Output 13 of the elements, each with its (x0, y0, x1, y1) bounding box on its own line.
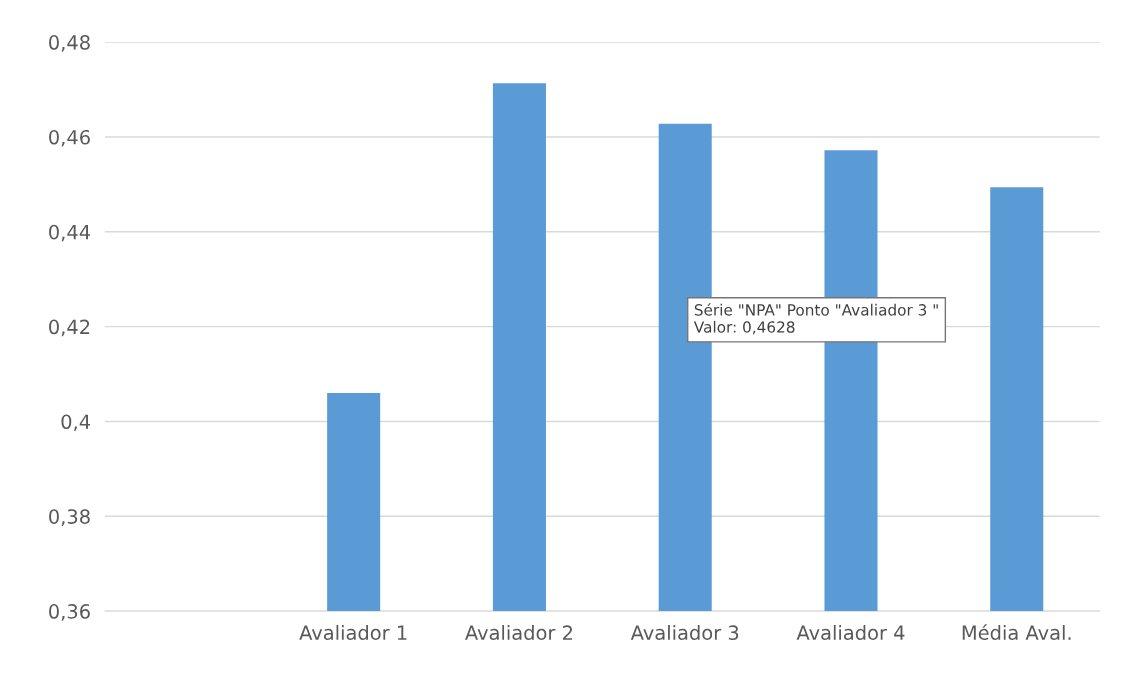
annotation: Série "NPA" Ponto "Avaliador 3 " Valor: 0,4628 (693, 303, 938, 335)
y-tick-label: 0,44 (49, 224, 91, 242)
y-tick-label: 0,36 (49, 604, 90, 621)
y-tick-label: 0,4 (61, 414, 91, 432)
x-tick-label: Avaliador 3 (630, 624, 739, 641)
x-tick-label: Média Aval. (962, 624, 1071, 641)
x-tick-label: Avaliador 2 (465, 624, 573, 641)
y-tick-label: 0,46 (49, 129, 90, 147)
y-tick-label: 0,38 (49, 509, 90, 526)
x-tick-label: Avaliador 4 (796, 624, 905, 641)
y-tick-label: 0,42 (49, 319, 90, 337)
y-tick-label: 0,48 (49, 35, 90, 52)
x-tick-label: Avaliador 1 (299, 624, 407, 641)
